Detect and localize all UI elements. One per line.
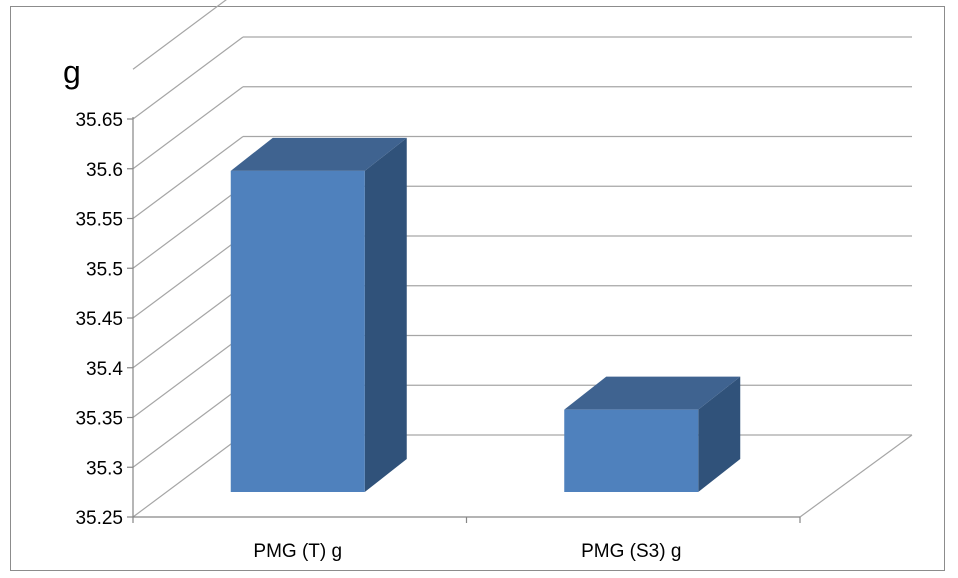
y-tick-label: 35.65 bbox=[75, 110, 123, 131]
y-unit-label: g bbox=[63, 54, 81, 90]
bar-2 bbox=[564, 376, 741, 492]
labels: g 35.25 35.3 35.35 35.4 35.45 35.5 35.55 35.6 35… bbox=[63, 54, 681, 562]
y-tick-label: 35.45 bbox=[75, 309, 123, 330]
bar-side-face bbox=[364, 137, 407, 492]
bar-front-face bbox=[564, 409, 699, 492]
y-tick-label: 35.5 bbox=[86, 259, 123, 280]
y-tick-label: 35.6 bbox=[86, 160, 123, 181]
chart-frame bbox=[10, 6, 945, 571]
gridline-side bbox=[132, 434, 244, 518]
gridline-side bbox=[132, 235, 244, 319]
bar-front-face bbox=[230, 170, 365, 492]
y-tick-label: 35.4 bbox=[86, 359, 123, 380]
bar-side-face bbox=[698, 376, 741, 492]
y-tick-label: 35.25 bbox=[75, 508, 123, 529]
x-category-label: PMG (S3) g bbox=[581, 541, 681, 562]
y-tick-label: 35.55 bbox=[75, 210, 123, 231]
gridline-side bbox=[132, 285, 244, 369]
y-tick-label: 35.3 bbox=[86, 458, 123, 479]
bars bbox=[230, 137, 741, 492]
gridline-side bbox=[132, 136, 244, 219]
gridline-side bbox=[132, 86, 244, 170]
bar-1 bbox=[230, 137, 407, 492]
bar-top-face bbox=[230, 137, 407, 171]
x-category-label: PMG (T) g bbox=[253, 541, 342, 562]
gridline-side bbox=[132, 185, 244, 269]
gridline-side bbox=[132, 335, 244, 418]
y-tick-label: 35.35 bbox=[75, 409, 123, 430]
gridline-side bbox=[132, 36, 244, 120]
floor-edge bbox=[799, 434, 913, 518]
gridline-side bbox=[132, 384, 244, 468]
axes bbox=[127, 117, 801, 523]
gridline-side bbox=[132, 0, 227, 70]
bar-top-face bbox=[564, 376, 741, 410]
